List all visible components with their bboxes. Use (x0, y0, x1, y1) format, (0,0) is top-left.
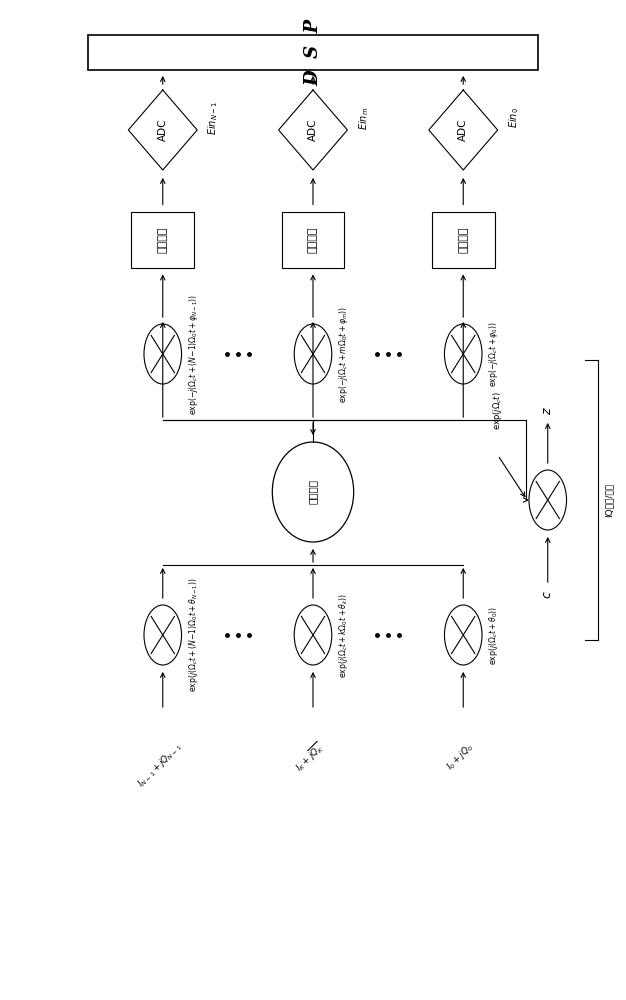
Text: D  S  P: D S P (304, 19, 322, 86)
Bar (282, 213, 344, 267)
Text: $Ein_0$: $Ein_0$ (507, 108, 521, 128)
Text: $z$: $z$ (541, 406, 554, 415)
Text: $Ein_{N-1}$: $Ein_{N-1}$ (207, 101, 220, 135)
Text: 低通滤波: 低通滤波 (458, 227, 468, 253)
Text: 低通滤波: 低通滤波 (158, 227, 168, 253)
Text: $I_{N-1} + jQ_{N-1}$: $I_{N-1} + jQ_{N-1}$ (135, 740, 185, 790)
Text: $I_K + j\overline{Q_K}$: $I_K + j\overline{Q_K}$ (292, 740, 327, 775)
Text: $\exp(-j(\Omega_c t+\varphi_0))$: $\exp(-j(\Omega_c t+\varphi_0))$ (487, 321, 500, 387)
Text: $\exp(j\Omega_c t)$: $\exp(j\Omega_c t)$ (491, 391, 504, 430)
Text: ADC: ADC (458, 119, 468, 141)
Text: $\exp(-j(\Omega_c t+(N{-}1)\Omega_0 t+\varphi_{N-1}))$: $\exp(-j(\Omega_c t+(N{-}1)\Omega_0 t+\v… (187, 293, 200, 415)
Text: $Ein_m$: $Ein_m$ (357, 106, 371, 130)
Text: 低通滤波: 低通滤波 (308, 227, 318, 253)
Text: 光纤信道: 光纤信道 (308, 480, 318, 504)
Bar (131, 213, 194, 267)
Text: $\exp(-j(\Omega_c t+m\Omega_0 t+\varphi_m))$: $\exp(-j(\Omega_c t+m\Omega_0 t+\varphi_… (337, 305, 350, 403)
Text: $\exp(j(\Omega_c t+k\Omega_0 t+\theta_k))$: $\exp(j(\Omega_c t+k\Omega_0 t+\theta_k)… (337, 592, 350, 678)
Text: $\exp(j(\Omega_c t+\theta_0))$: $\exp(j(\Omega_c t+\theta_0))$ (487, 605, 500, 665)
Text: ADC: ADC (158, 119, 168, 141)
Text: IQ调制/解调: IQ调制/解调 (604, 483, 613, 517)
Text: $\exp(j(\Omega_c t+(N{-}1)\Omega_0 t+\theta_{N-1}))$: $\exp(j(\Omega_c t+(N{-}1)\Omega_0 t+\th… (187, 578, 200, 692)
Bar (432, 213, 495, 267)
Bar (88, 35, 538, 70)
Text: ADC: ADC (308, 119, 318, 141)
Text: $c$: $c$ (541, 590, 554, 599)
Text: $I_0 + jQ_0$: $I_0 + jQ_0$ (444, 740, 476, 773)
